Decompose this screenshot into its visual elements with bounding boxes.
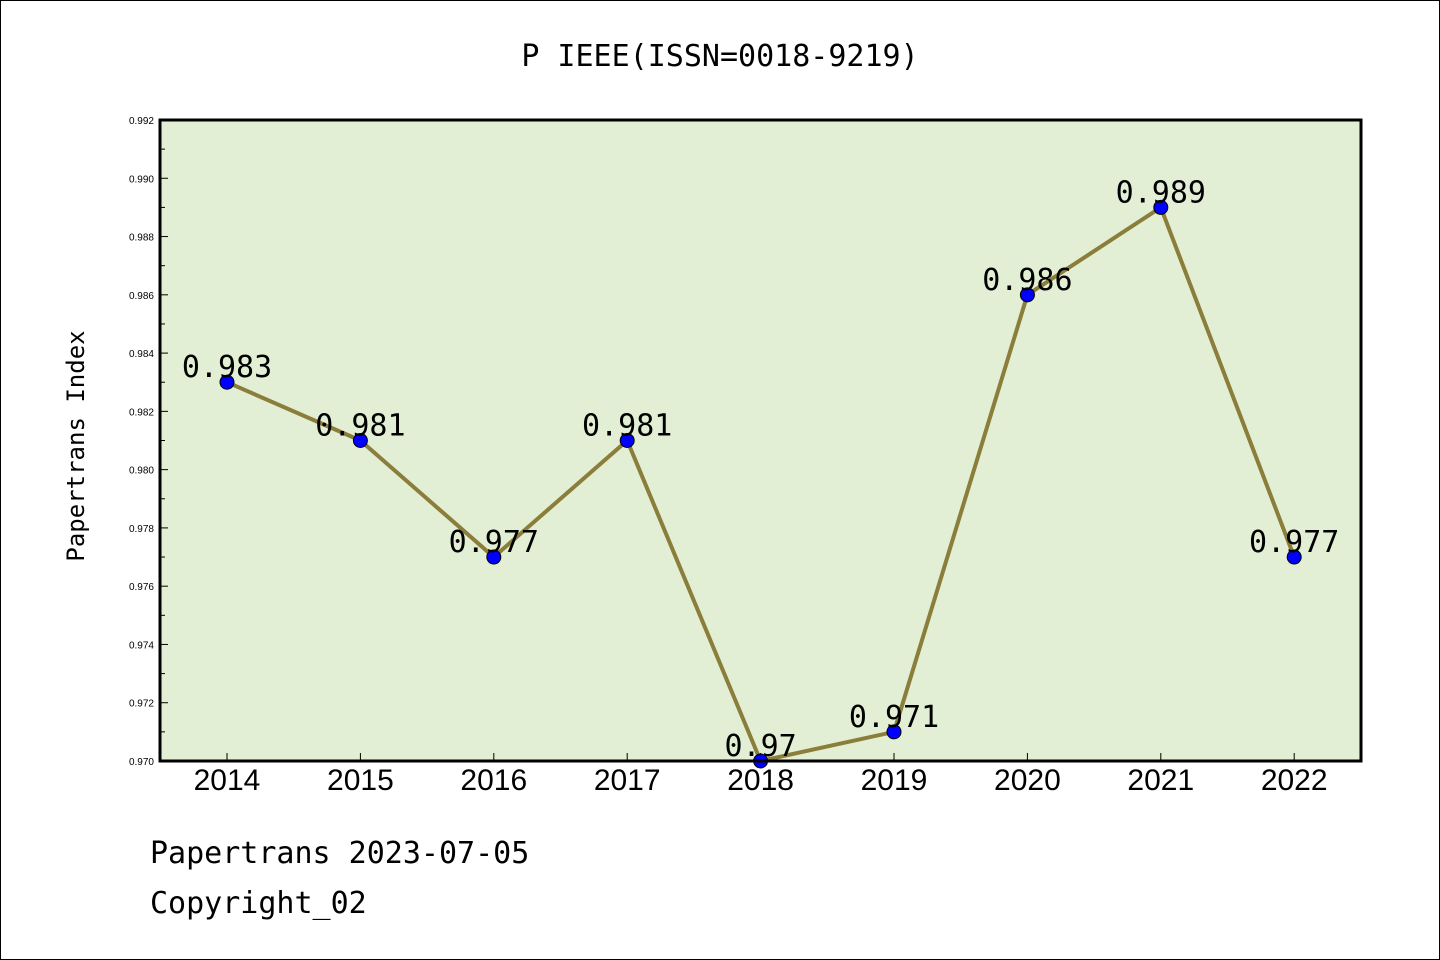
- data-label: 0.971: [849, 700, 939, 735]
- data-labels: 0.983 0.981 0.977 0.981 0.97 0.971 0.986 0.989 0…: [182, 175, 1340, 764]
- y-tick-label: 0.978: [129, 524, 154, 535]
- data-label: 0.983: [182, 350, 272, 385]
- data-point: [1153, 199, 1169, 215]
- data-label: 0.977: [449, 525, 539, 560]
- y-tick-label: 0.990: [129, 174, 154, 185]
- y-axis-label: Papertrans Index: [62, 330, 90, 561]
- x-tick-label: 2015: [327, 764, 394, 797]
- data-point: [1019, 287, 1035, 303]
- data-point: [619, 433, 635, 448]
- data-label: 0.977: [1249, 525, 1339, 560]
- y-tick-label: 0.988: [129, 233, 154, 244]
- x-tick-label: 2016: [460, 764, 527, 797]
- y-tick-label: 0.986: [129, 291, 154, 302]
- data-point: [886, 724, 902, 740]
- y-tick-label: 0.982: [129, 407, 154, 418]
- data-point: [1286, 549, 1302, 565]
- x-tick-label: 2022: [1261, 764, 1328, 797]
- x-tick-label: 2017: [594, 764, 661, 797]
- footer-source: Papertrans 2023-07-05: [150, 836, 530, 871]
- x-tick-label: 2020: [994, 764, 1061, 797]
- plot-border: [158, 118, 1363, 763]
- y-tick-label: 0.976: [129, 582, 154, 593]
- x-tick-label: 2014: [194, 764, 261, 797]
- data-label: 0.989: [1116, 175, 1206, 210]
- data-label: 0.981: [315, 409, 405, 444]
- y-tick-label: 0.984: [129, 349, 154, 360]
- data-point: [352, 433, 368, 448]
- y-tick-label: 0.972: [129, 699, 154, 710]
- x-axis: 2014 2015 2016 2017 2018 2019 2020 2021 2022: [194, 753, 1328, 797]
- data-point: [486, 549, 502, 565]
- data-label: 0.97: [724, 729, 796, 764]
- y-tick-label: 0.980: [129, 466, 154, 477]
- x-tick-label: 2018: [727, 764, 794, 797]
- data-label: 0.986: [982, 263, 1072, 298]
- chart-title: P IEEE(ISSN=0018-9219): [521, 39, 918, 74]
- y-tick-label: 0.970: [129, 757, 154, 768]
- y-tick-label: 0.992: [129, 116, 154, 127]
- y-tick-label: 0.974: [129, 640, 154, 651]
- footer-copyright: Copyright_02: [150, 886, 367, 921]
- data-point: [219, 374, 235, 390]
- y-axis: 0.970 0.972 0.974 0.976 0.978 0.980 0.982 0.984…: [129, 116, 168, 768]
- data-label: 0.981: [582, 409, 672, 444]
- x-tick-label: 2019: [861, 764, 928, 797]
- x-tick-label: 2021: [1127, 764, 1194, 797]
